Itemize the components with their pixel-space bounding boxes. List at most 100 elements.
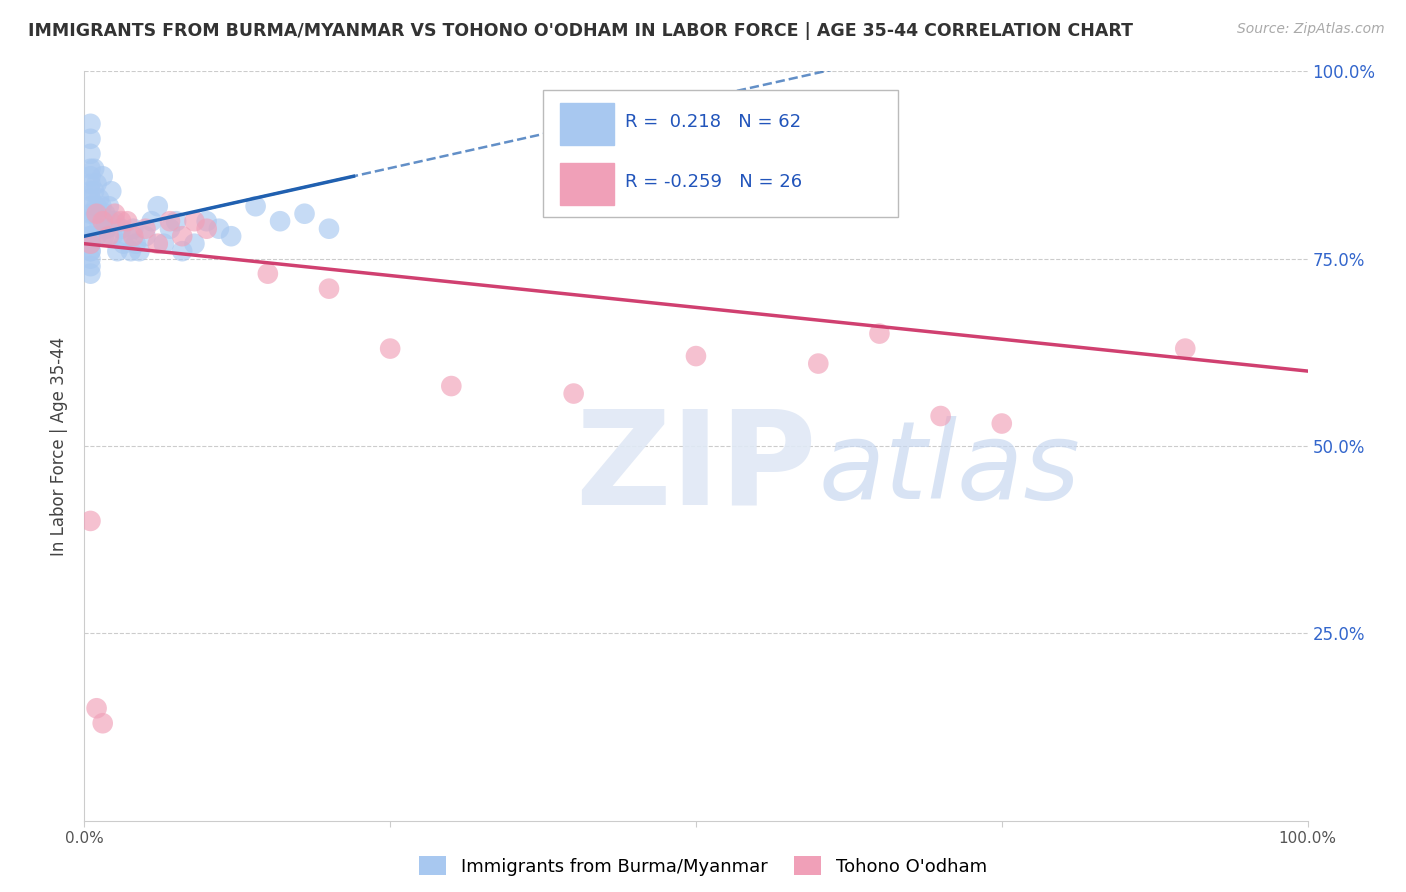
Point (440, 379, 463, 393)
Point (79, 244, 101, 259)
Point (219, 229, 242, 244)
Point (183, 236, 205, 251)
Point (93, 229, 115, 244)
Point (79, 132, 101, 146)
Point (97, 199, 120, 213)
Point (153, 236, 176, 251)
Point (79, 161, 101, 176)
Point (86, 701, 108, 715)
Point (94, 207, 117, 221)
Text: ZIP: ZIP (575, 405, 817, 532)
Text: Source: ZipAtlas.com: Source: ZipAtlas.com (1237, 22, 1385, 37)
Point (86, 177, 108, 191)
Point (685, 349, 707, 363)
FancyBboxPatch shape (560, 162, 614, 205)
Point (105, 244, 128, 259)
Point (79, 169, 101, 184)
Point (294, 207, 316, 221)
Point (135, 221, 157, 235)
Point (929, 409, 952, 423)
Point (146, 236, 169, 251)
Point (87, 192, 110, 206)
Point (318, 221, 340, 235)
Point (79, 252, 101, 266)
Point (869, 326, 891, 341)
Legend: Immigrants from Burma/Myanmar, Tohono O'odham: Immigrants from Burma/Myanmar, Tohono O'… (412, 849, 994, 883)
Point (1174, 342, 1197, 356)
Point (195, 221, 218, 235)
Point (208, 221, 231, 235)
Point (83, 161, 105, 176)
Point (110, 221, 132, 235)
Point (87, 221, 110, 235)
Point (79, 236, 101, 251)
Point (98, 214, 121, 228)
Point (79, 514, 101, 528)
Point (83, 184, 105, 198)
Text: R = -0.259   N = 26: R = -0.259 N = 26 (626, 173, 803, 191)
Point (112, 236, 135, 251)
Point (79, 146, 101, 161)
FancyBboxPatch shape (560, 103, 614, 145)
Point (90, 199, 112, 213)
Point (79, 259, 101, 273)
Point (165, 214, 187, 228)
Point (86, 199, 108, 213)
Point (120, 244, 142, 259)
Point (79, 236, 101, 251)
Point (269, 214, 291, 228)
Point (79, 192, 101, 206)
Point (125, 236, 148, 251)
Point (100, 184, 122, 198)
Point (79, 207, 101, 221)
Point (159, 221, 181, 235)
Point (115, 214, 138, 228)
Point (380, 342, 402, 356)
Point (91, 214, 114, 228)
Point (141, 214, 163, 228)
Text: atlas: atlas (818, 416, 1080, 521)
Point (562, 386, 585, 401)
Point (110, 214, 132, 228)
Point (86, 229, 108, 244)
Point (807, 357, 830, 371)
Point (172, 244, 194, 259)
Point (91, 716, 114, 731)
Point (257, 267, 280, 281)
Point (104, 214, 127, 228)
Text: IMMIGRANTS FROM BURMA/MYANMAR VS TOHONO O'ODHAM IN LABOR FORCE | AGE 35-44 CORRE: IMMIGRANTS FROM BURMA/MYANMAR VS TOHONO … (28, 22, 1133, 40)
Point (115, 229, 138, 244)
Point (79, 177, 101, 191)
Y-axis label: In Labor Force | Age 35-44: In Labor Force | Age 35-44 (51, 336, 69, 556)
Point (135, 229, 157, 244)
Point (128, 244, 150, 259)
Point (91, 214, 114, 228)
Text: R =  0.218   N = 62: R = 0.218 N = 62 (626, 113, 801, 131)
Point (245, 199, 267, 213)
Point (104, 207, 127, 221)
Point (91, 169, 114, 184)
Point (97, 229, 120, 244)
Point (83, 207, 105, 221)
Point (79, 244, 101, 259)
Point (159, 214, 181, 228)
FancyBboxPatch shape (543, 90, 898, 218)
Point (86, 207, 108, 221)
Point (79, 229, 101, 244)
Point (122, 221, 145, 235)
Point (79, 199, 101, 213)
Point (146, 199, 169, 213)
Point (183, 214, 205, 228)
Point (79, 117, 101, 131)
Point (79, 267, 101, 281)
Point (101, 229, 124, 244)
Point (79, 214, 101, 228)
Point (79, 229, 101, 244)
Point (79, 184, 101, 198)
Point (172, 229, 194, 244)
Point (96, 221, 118, 235)
Point (195, 214, 218, 228)
Point (79, 221, 101, 235)
Point (991, 417, 1014, 431)
Point (318, 282, 340, 296)
